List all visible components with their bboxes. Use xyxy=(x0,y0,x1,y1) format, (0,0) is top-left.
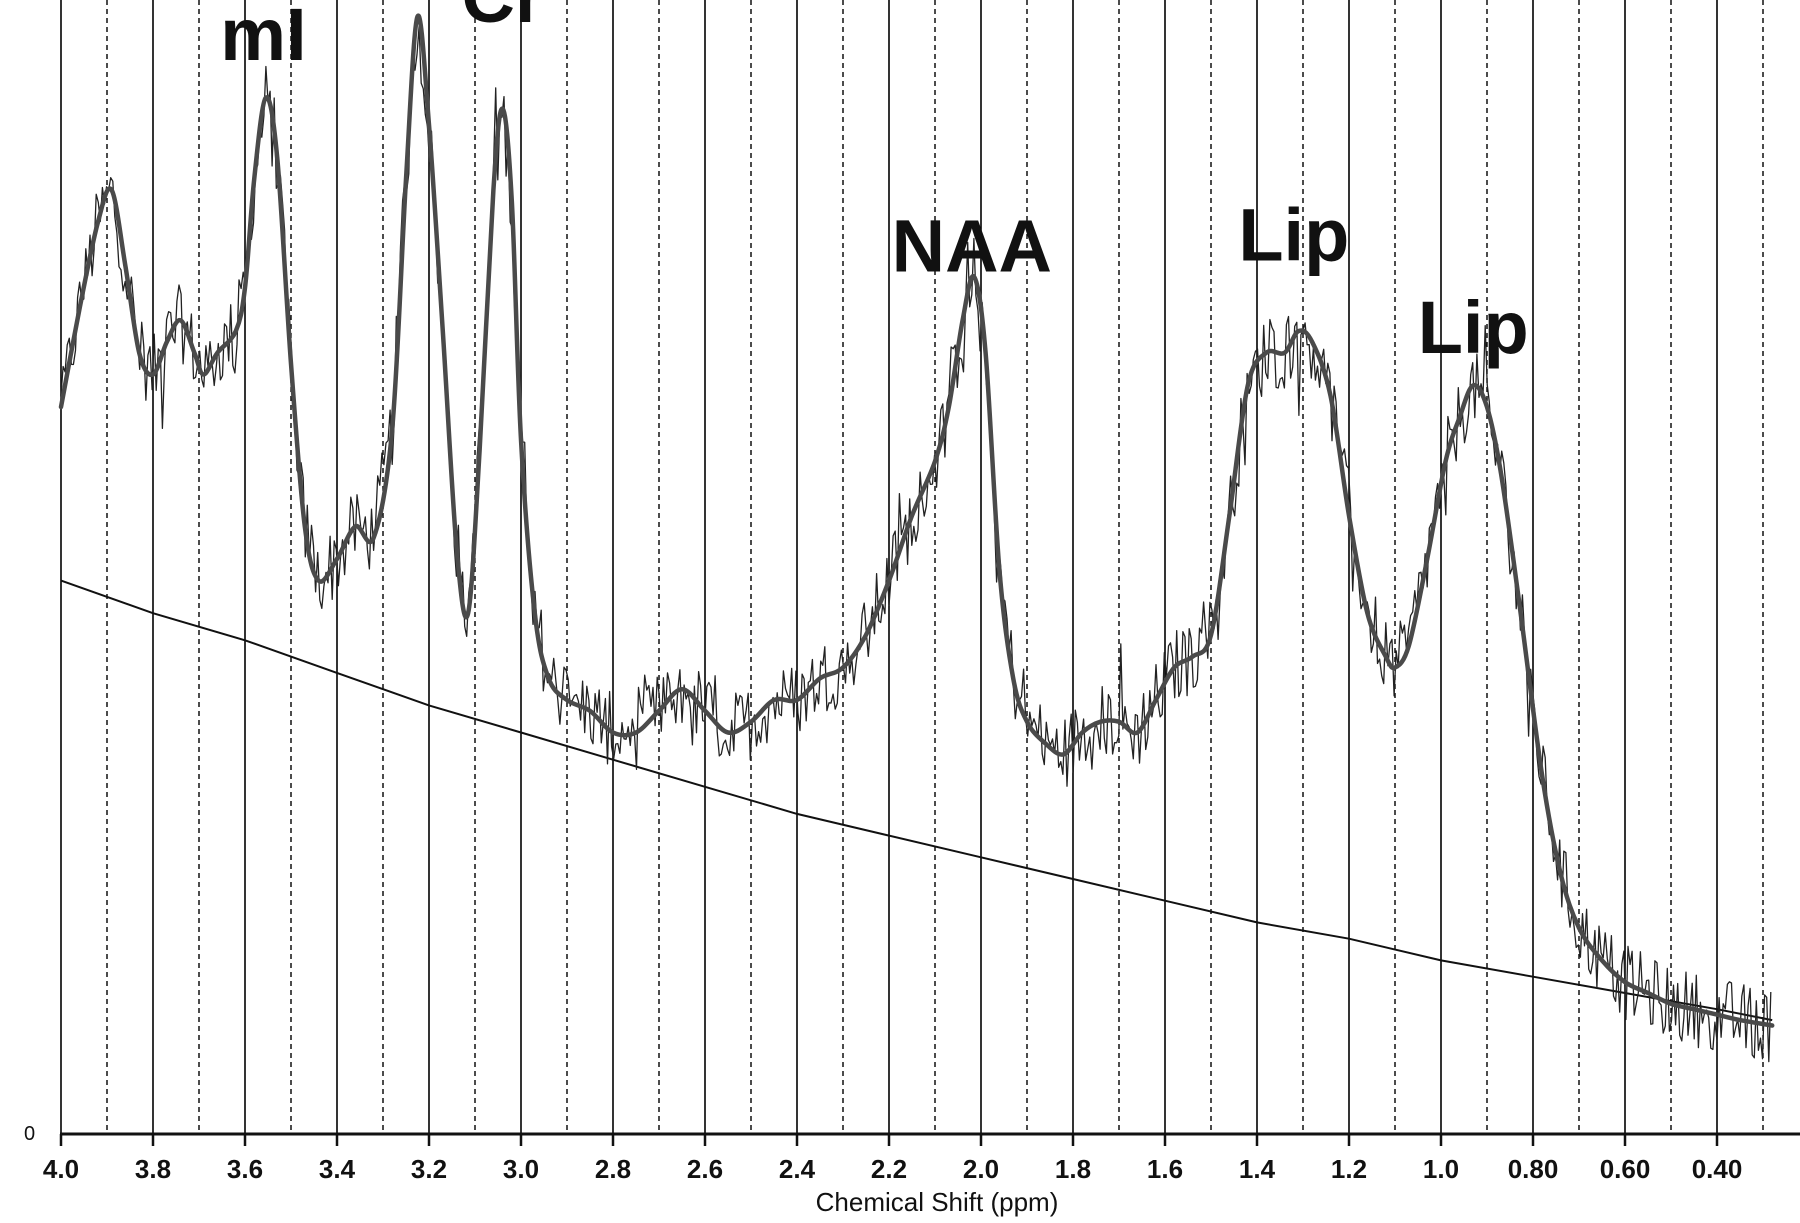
x-tick-label: 3.4 xyxy=(319,1154,356,1184)
x-tick-label: 0.60 xyxy=(1600,1154,1651,1184)
x-tick-label: 0.80 xyxy=(1508,1154,1559,1184)
x-tick-label: 2.4 xyxy=(779,1154,816,1184)
x-axis-title: Chemical Shift (ppm) xyxy=(816,1187,1059,1217)
minor-gridlines xyxy=(106,0,1764,1134)
raw-spectrum-trace xyxy=(60,25,1772,1063)
x-tick-label: 1.0 xyxy=(1423,1154,1459,1184)
x-tick-label: 3.0 xyxy=(503,1154,539,1184)
x-tick-label: 1.6 xyxy=(1147,1154,1183,1184)
x-tick-label: 2.6 xyxy=(687,1154,723,1184)
x-axis-tick-labels: 4.0 3.8 3.6 3.4 3.2 3.0 2.8 2.6 2.4 2.2 2.0 1.8 1.6 1… xyxy=(43,1154,1742,1184)
x-tick-label: 3.6 xyxy=(227,1154,263,1184)
baseline-curve xyxy=(60,579,1773,1022)
x-tick-label: 2.2 xyxy=(871,1154,907,1184)
baseline-line xyxy=(60,579,1773,1022)
x-tick-label: 3.2 xyxy=(411,1154,447,1184)
x-tick-label: 1.4 xyxy=(1239,1154,1276,1184)
major-gridlines xyxy=(60,0,1718,1134)
fitted-spectrum-curve xyxy=(58,13,1775,1028)
x-tick-label: 4.0 xyxy=(43,1154,79,1184)
peak-label-cr: Cr xyxy=(461,0,543,38)
raw-spectrum-line xyxy=(60,25,1772,1063)
x-tick-label: 2.8 xyxy=(595,1154,631,1184)
x-tick-label: 0.40 xyxy=(1692,1154,1743,1184)
peak-label-mi: mI xyxy=(220,0,306,76)
peak-label-naa: NAA xyxy=(892,204,1052,287)
peak-annotations: mIChoCrNAALipLip xyxy=(220,0,1528,369)
fit-line xyxy=(58,13,1775,1028)
y-axis-zero-label: 0 xyxy=(24,1123,35,1145)
peak-label-lip: Lip xyxy=(1238,194,1349,277)
x-tick-label: 1.2 xyxy=(1331,1154,1367,1184)
peak-label-lip: Lip xyxy=(1418,286,1529,369)
x-axis-ticks xyxy=(59,1134,1719,1146)
x-tick-label: 2.0 xyxy=(963,1154,999,1184)
x-tick-label: 3.8 xyxy=(135,1154,171,1184)
x-tick-label: 1.8 xyxy=(1055,1154,1091,1184)
